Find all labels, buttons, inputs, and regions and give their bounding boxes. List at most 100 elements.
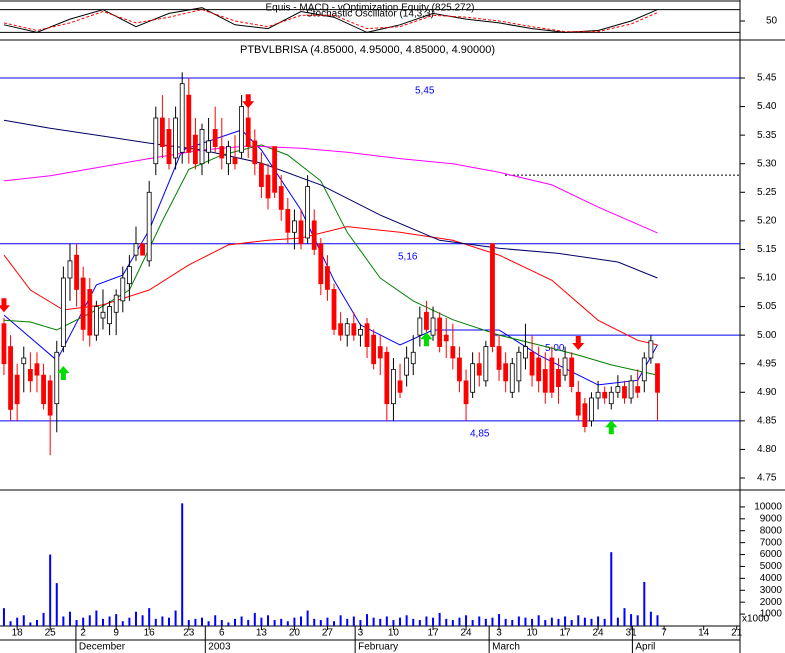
y-tick-label: 4.80 [757, 444, 777, 455]
volume-bar [55, 583, 58, 626]
volume-bar [432, 617, 435, 626]
volume-bar [372, 617, 375, 626]
y-tick-label: 5.20 [757, 215, 777, 226]
x-tick-label: 25 [45, 628, 57, 639]
candle-body [608, 391, 614, 405]
volume-bar [260, 617, 263, 626]
volume-bar [590, 618, 593, 626]
candle-body [8, 346, 13, 410]
volume-bar [564, 616, 567, 626]
volume-bar [333, 621, 336, 626]
candle-body [542, 369, 548, 393]
y-tick-label: 9000 [760, 513, 783, 524]
price-title: PTBVLBRISA (4.85000, 4.95000, 4.85000, 4… [240, 44, 495, 56]
x-tick-label: 31 [626, 628, 638, 639]
candle-body [311, 220, 317, 250]
indicator-subtitle: Stochastic Oscillator (14,3,3) [306, 9, 434, 20]
y-tick-label: 5.00 [757, 330, 777, 341]
volume-bar [154, 618, 157, 626]
candle-body [595, 391, 601, 399]
level-label: 5,00 [545, 343, 565, 354]
candle-body [589, 397, 594, 422]
stochastic-line [3, 7, 658, 33]
volume-bar [214, 615, 217, 626]
volume-bar [200, 617, 203, 626]
volume-bar [319, 620, 322, 626]
candle-body [285, 209, 291, 233]
volume-bar [352, 616, 355, 626]
candle-body [21, 357, 27, 365]
volume-bar [2, 608, 5, 626]
y-tick-label: 10000 [754, 502, 782, 513]
month-label: December [79, 642, 126, 653]
candle-body [523, 346, 528, 359]
volume-bar [405, 615, 408, 626]
volume-bar [280, 618, 283, 626]
candle-body [252, 140, 258, 165]
volume-bar [656, 615, 659, 626]
volume-bar [451, 620, 454, 626]
volume-bar [636, 615, 639, 626]
x-tick-label: 18 [12, 628, 24, 639]
volume-bar [49, 554, 52, 626]
volume-bar [603, 618, 606, 626]
y-tick-label: 5.05 [757, 301, 777, 312]
buy-arrow [420, 332, 433, 347]
volume-bar [108, 616, 111, 626]
candle-body [463, 380, 469, 405]
candle-body [192, 134, 198, 165]
y-tick-label: 5.40 [757, 101, 777, 112]
x-tick-label: 17 [427, 628, 439, 639]
month-label: February [358, 642, 398, 653]
volume-bar [537, 615, 540, 626]
candle-body [615, 386, 621, 393]
y-tick-label: 8000 [760, 525, 783, 536]
volume-bar [484, 618, 487, 626]
volume-bar [22, 615, 25, 626]
candle-body [14, 374, 20, 405]
volume-bar [326, 617, 329, 626]
candle-body [206, 140, 211, 153]
candle-body [417, 317, 423, 336]
volume-bar [583, 617, 586, 626]
candle-body [87, 289, 93, 336]
candle-body [549, 357, 555, 393]
candle-body [166, 129, 172, 165]
candle-body [107, 306, 112, 325]
volume-bar [339, 615, 342, 626]
candle-body [120, 277, 126, 302]
moving-average [3, 145, 658, 234]
volume-bar [491, 617, 494, 626]
y-tick-label: 5.35 [757, 130, 777, 141]
y-tick-label: 4.90 [757, 387, 777, 398]
volume-bar [385, 616, 388, 626]
volume-bar [643, 581, 646, 626]
volume-bar [399, 617, 402, 626]
candle-body [272, 146, 278, 193]
candle-body [259, 163, 264, 187]
volume-bar [531, 618, 534, 626]
volume-bar [293, 617, 296, 626]
x-tick-label: 14 [698, 628, 710, 639]
candle-body [648, 340, 654, 359]
buy-arrow [605, 420, 618, 435]
volume-bar [379, 618, 382, 626]
candle-body [245, 117, 251, 147]
candle-body [1, 323, 7, 365]
y-tick-label: 7000 [760, 537, 783, 548]
candle-body [133, 243, 139, 256]
volume-bar [253, 612, 256, 626]
buy-arrow [57, 366, 70, 380]
candle-body [60, 277, 66, 347]
volume-bar [148, 608, 151, 626]
candle-body [100, 311, 106, 319]
candle-body [344, 323, 350, 336]
volume-bar [75, 620, 78, 626]
volume-bar [504, 618, 507, 626]
candle-body [173, 117, 178, 159]
candle-body [569, 357, 575, 387]
candle-body [27, 369, 33, 382]
volume-bar [511, 620, 514, 626]
candle-body [509, 363, 515, 393]
